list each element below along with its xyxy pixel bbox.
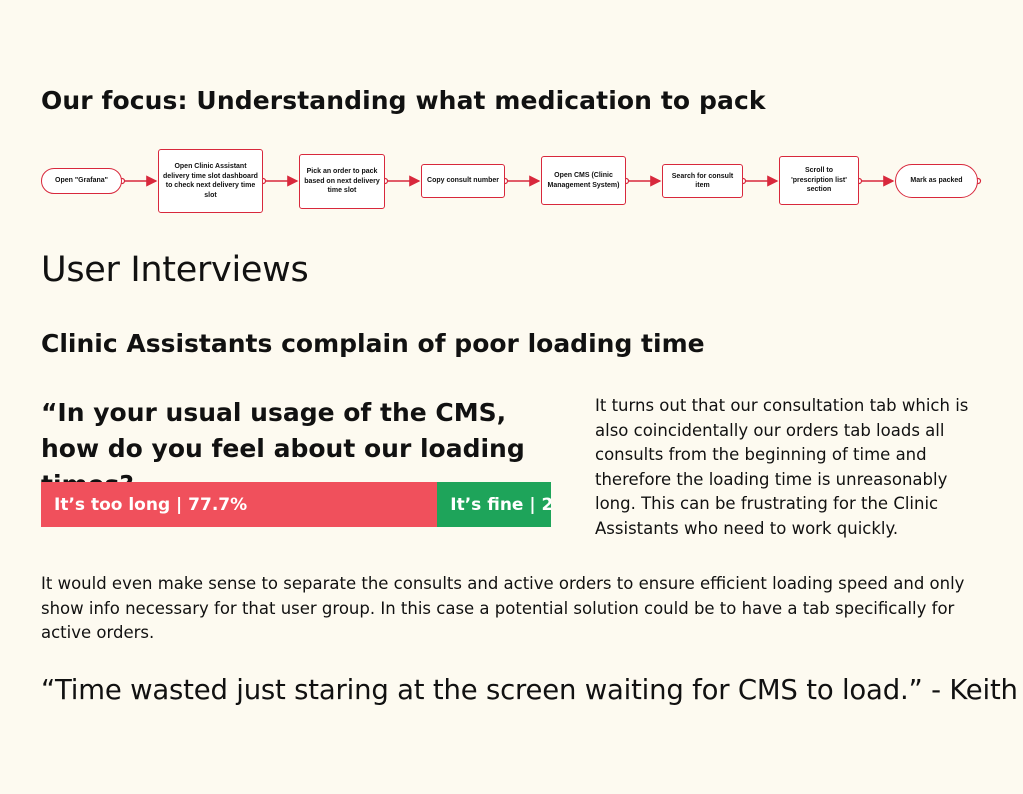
- flow-step-scroll-prescription: Scroll to 'prescription list' section: [779, 156, 859, 205]
- process-flow-diagram: Open "Grafana" Open Clinic Assistant del…: [0, 148, 1023, 218]
- user-quote: “Time wasted just staring at the screen …: [41, 674, 1018, 706]
- flow-step-copy-consult: Copy consult number: [421, 164, 505, 198]
- subtitle: Clinic Assistants complain of poor loadi…: [41, 329, 705, 358]
- section-title: User Interviews: [41, 250, 309, 290]
- flow-step-pick-order: Pick an order to pack based on next deli…: [299, 154, 385, 209]
- flow-step-mark-packed: Mark as packed: [895, 164, 978, 198]
- suggestion-text: It would even make sense to separate the…: [41, 574, 965, 642]
- flow-connectors: [118, 175, 982, 187]
- answer-too-long: It’s too long | 77.7%: [41, 482, 438, 527]
- flow-step-open-grafana: Open "Grafana": [41, 168, 122, 194]
- survey-result-bar: It’s too long | 77.7% It’s fine | 22%: [41, 482, 551, 527]
- flow-step-open-cms: Open CMS (Clinic Management System): [541, 156, 626, 205]
- answer-fine: It’s fine | 22%: [437, 482, 551, 527]
- focus-title: Our focus: Understanding what medication…: [41, 86, 766, 115]
- flow-step-open-dashboard: Open Clinic Assistant delivery time slot…: [158, 149, 263, 213]
- flow-step-search-consult: Search for consult item: [662, 164, 743, 198]
- explanation-text: It turns out that our consultation tab w…: [595, 396, 969, 538]
